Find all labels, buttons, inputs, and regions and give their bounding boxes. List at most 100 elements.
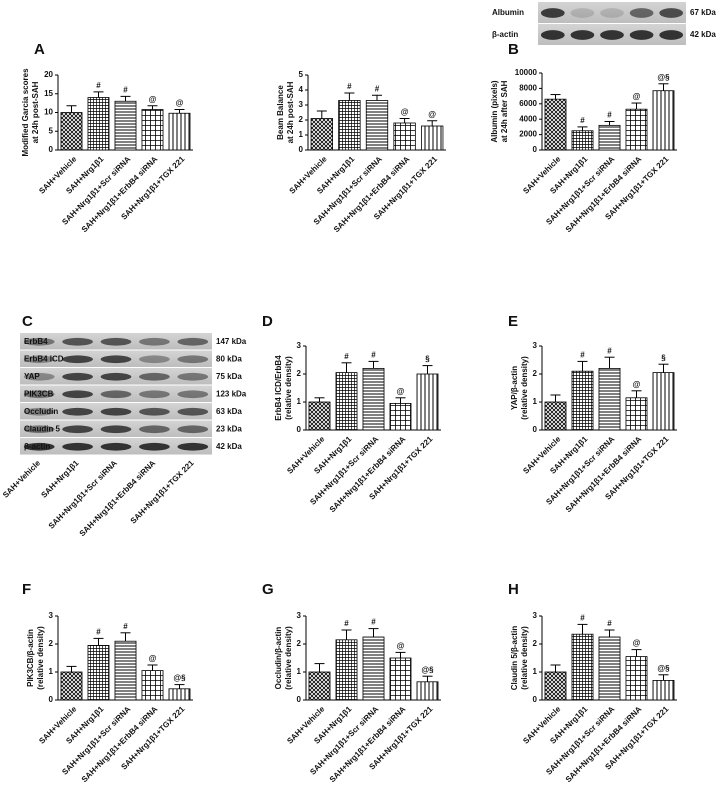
y-tick-label: 1 (49, 667, 54, 676)
panel-letter: D (262, 313, 273, 330)
blot-band (100, 372, 132, 381)
significance-label: @ (633, 92, 641, 101)
bar (362, 367, 385, 431)
y-tick-label: 2 (297, 639, 302, 648)
significance-label: @§ (657, 664, 670, 673)
y-axis-label: (relative density) (36, 626, 45, 690)
significance-label: # (344, 352, 349, 361)
bar (598, 124, 621, 151)
significance-label: # (580, 351, 585, 360)
bar (335, 372, 358, 431)
y-tick-label: 1 (297, 667, 302, 676)
bar (544, 98, 567, 151)
y-tick-label: 0 (533, 695, 538, 704)
significance-label: @ (397, 642, 405, 651)
panel-letter: G (262, 581, 274, 598)
significance-label: § (425, 355, 430, 364)
y-tick-label: 20 (44, 70, 53, 79)
y-tick-label: 15 (44, 89, 53, 98)
blot-label: Albumin (492, 8, 524, 17)
panel-letter: E (508, 313, 518, 330)
y-axis-label: ErbB4 ICD/ErbB4 (274, 355, 283, 421)
significance-label: # (347, 82, 352, 91)
significance-label: # (344, 619, 349, 628)
y-tick-label: 0 (297, 695, 302, 704)
blot-band (62, 407, 93, 416)
y-tick-label: 0 (49, 695, 54, 704)
significance-label: # (607, 346, 612, 355)
y-axis-label: (relative density) (520, 626, 529, 690)
y-tick-label: 4000 (519, 114, 537, 123)
blot-band (62, 372, 93, 381)
bar (393, 122, 416, 151)
y-tick-label: 2 (297, 369, 302, 378)
bar (544, 671, 567, 701)
significance-label: # (580, 614, 585, 623)
blot-band (139, 337, 170, 346)
blot-band (177, 425, 209, 434)
bar (598, 636, 621, 701)
y-tick-label: 3 (297, 341, 302, 350)
y-tick-label: 5 (49, 126, 54, 135)
blot-size: 75 kDa (216, 372, 242, 381)
y-axis-label: (relative density) (284, 356, 293, 420)
significance-label: # (96, 628, 101, 637)
y-tick-label: 0 (533, 425, 538, 434)
y-axis-label: Modified Garcia scores (21, 68, 30, 157)
y-tick-label: 2 (299, 115, 304, 124)
bar (87, 97, 110, 151)
bar (625, 108, 648, 151)
blot-band (629, 8, 654, 18)
y-axis-label: (relative density) (520, 356, 529, 420)
y-tick-label: 10000 (515, 68, 538, 77)
significance-label: @ (633, 639, 641, 648)
significance-label: @ (401, 108, 409, 117)
blot-label: ErbB4 ICD (24, 354, 64, 363)
bar (60, 671, 83, 701)
blot-size: 42 kDa (690, 30, 716, 39)
blot-band (139, 425, 170, 434)
bar (598, 367, 621, 431)
y-tick-label: 8000 (519, 84, 537, 93)
y-axis-label: Claudin 5/β-actin (510, 626, 519, 691)
significance-label: @ (397, 387, 405, 396)
blot-band (23, 355, 55, 364)
bar (389, 657, 412, 701)
significance-label: # (371, 351, 376, 360)
blot-strip (538, 2, 686, 23)
blot-band (100, 442, 132, 451)
y-tick-label: 3 (533, 341, 538, 350)
blot-category: SAH+Vehicle (1, 458, 42, 499)
blot-band (600, 30, 624, 40)
bar (338, 100, 361, 151)
significance-label: # (580, 116, 585, 125)
y-tick-label: 0 (299, 145, 304, 154)
bar (421, 125, 444, 151)
y-tick-label: 5 (299, 70, 304, 79)
blot-band (100, 407, 132, 416)
bar (571, 633, 594, 701)
y-axis-label: YAP/β-actin (510, 366, 519, 410)
blot-label: YAP (24, 372, 40, 381)
bar (571, 130, 594, 151)
y-tick-label: 0 (297, 425, 302, 434)
blot-label: PIK3CB (24, 389, 54, 398)
blot-label: Claudin 5 (24, 424, 61, 433)
blot-band (100, 390, 132, 399)
blot-size: 67 kDa (690, 8, 716, 17)
blot-band (23, 372, 55, 381)
panel-letter: A (34, 41, 45, 58)
bar (365, 100, 389, 151)
bar (544, 401, 567, 431)
panel-letter: H (508, 581, 519, 598)
bar (652, 90, 675, 151)
bar (114, 640, 137, 701)
y-tick-label: 2 (533, 369, 538, 378)
significance-label: @§ (173, 674, 186, 683)
blot-label: ErbB4 (24, 337, 48, 346)
blot-band (540, 30, 565, 40)
bar (652, 680, 675, 701)
bar (389, 402, 412, 431)
significance-label: @ (428, 110, 436, 119)
y-tick-label: 3 (533, 611, 538, 620)
